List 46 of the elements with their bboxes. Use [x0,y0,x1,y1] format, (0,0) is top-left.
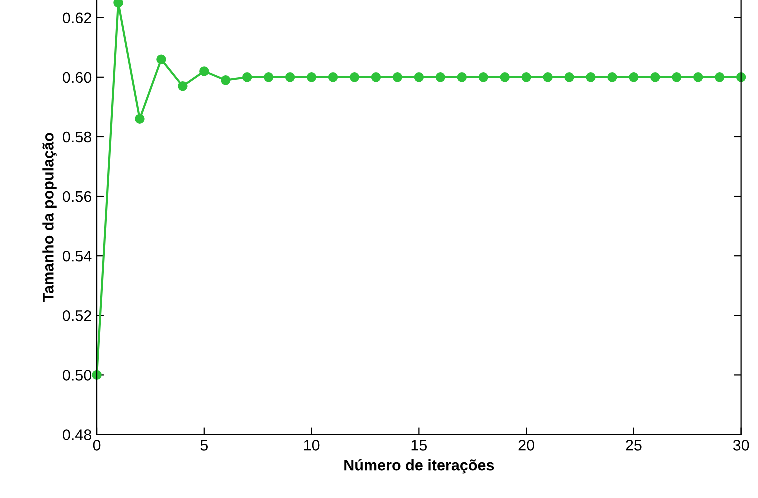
point [436,72,446,82]
point [178,81,188,92]
point [306,72,317,82]
point [242,72,252,82]
point [714,72,725,82]
point [672,72,682,82]
y-tick-label: 0.56 [63,191,92,202]
x-tick-label: 10 [304,440,320,451]
y-tick-label: 0.50 [63,370,92,381]
y-tick-label: 0.62 [63,12,92,24]
y-tick-label: 0.58 [63,132,92,143]
point [500,72,510,82]
point [608,72,618,82]
point [543,72,553,82]
point [285,72,296,82]
point [414,72,424,82]
y-tick-label: 0.54 [63,250,92,262]
point [371,72,382,82]
point [221,76,231,86]
x-tick-label: 30 [733,440,750,451]
point [350,72,360,82]
point [522,72,532,82]
x-axis-title: Número de iterações [344,459,494,474]
point [694,72,704,82]
point [135,114,145,124]
point [392,72,403,82]
point [328,72,338,82]
y-tick-label: 0.48 [63,430,92,440]
y-axis-title: Tamanho da população [42,133,57,302]
point [564,72,574,82]
point [457,72,467,82]
point [586,72,596,82]
x-tick-label: 0 [93,440,101,451]
point [264,72,274,82]
x-tick-label: 15 [412,440,428,451]
y-tick-label: 0.52 [63,310,92,322]
y-tick-label: 0.60 [63,72,92,84]
point [114,0,124,8]
x-tick-label: 20 [518,440,534,451]
x-tick-label: 25 [626,440,642,451]
point [156,54,166,64]
point [478,72,488,82]
point [200,66,210,76]
x-tick-label: 5 [200,440,208,451]
point [650,72,660,82]
point [629,72,639,82]
